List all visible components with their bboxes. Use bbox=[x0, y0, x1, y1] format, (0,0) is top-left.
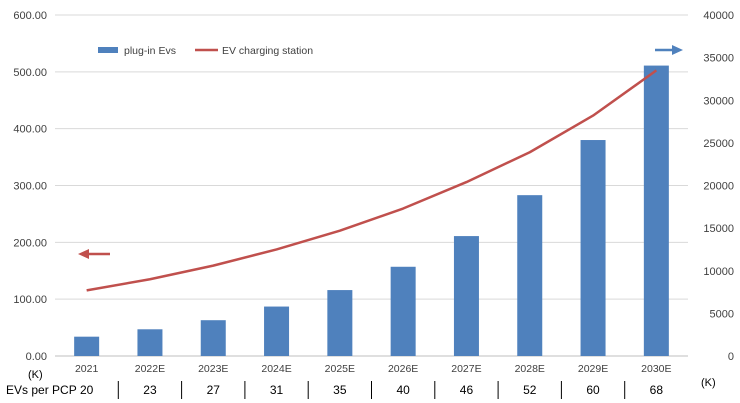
legend: plug-in Evs EV charging station bbox=[98, 45, 313, 57]
x-tick-label: 2023E bbox=[198, 363, 228, 375]
bar bbox=[137, 329, 163, 356]
right-axis-unit: (K) bbox=[701, 377, 716, 389]
left-axis: 0.00 100.00 200.00 300.00 400.00 500.00 600.00 bbox=[13, 10, 47, 363]
left-tick-label: 300.00 bbox=[13, 181, 47, 193]
left-axis-unit: (K) bbox=[28, 369, 43, 381]
right-tick-label: 5000 bbox=[710, 308, 734, 320]
right-tick-label: 25000 bbox=[703, 138, 734, 150]
pcp-value: 20 bbox=[80, 383, 94, 397]
x-tick-label: 2025E bbox=[325, 363, 355, 375]
right-tick-label: 10000 bbox=[703, 266, 734, 278]
right-tick-label: 40000 bbox=[703, 10, 734, 22]
left-tick-label: 200.00 bbox=[13, 237, 47, 249]
pcp-row: 20 23 27 31 35 40 46 52 60 68 bbox=[80, 381, 663, 399]
right-axis-arrow bbox=[655, 45, 683, 55]
pcp-value: 46 bbox=[460, 383, 474, 397]
legend-label-bar: plug-in Evs bbox=[124, 45, 176, 57]
x-tick-label: 2021 bbox=[75, 363, 99, 375]
pcp-value: 52 bbox=[523, 383, 537, 397]
legend-label-line: EV charging station bbox=[222, 45, 313, 57]
x-tick-label: 2030E bbox=[641, 363, 671, 375]
x-tick-label: 2028E bbox=[515, 363, 545, 375]
left-tick-label: 400.00 bbox=[13, 124, 47, 136]
pcp-value: 23 bbox=[143, 383, 157, 397]
left-axis-arrow bbox=[78, 249, 110, 259]
pcp-value: 27 bbox=[207, 383, 221, 397]
left-tick-label: 0.00 bbox=[26, 351, 47, 363]
series-line bbox=[86, 69, 658, 292]
bar bbox=[643, 65, 669, 356]
bar bbox=[200, 320, 226, 356]
pcp-value: 31 bbox=[270, 383, 284, 397]
x-tick-label: 2022E bbox=[135, 363, 165, 375]
legend-swatch-bar bbox=[98, 47, 118, 53]
right-axis: 0 5000 10000 15000 20000 25000 30000 35000 40000 bbox=[703, 10, 734, 363]
line-series bbox=[86, 69, 658, 292]
bar bbox=[580, 140, 606, 356]
left-tick-label: 500.00 bbox=[13, 67, 47, 79]
pcp-value: 68 bbox=[650, 383, 664, 397]
bar bbox=[390, 266, 416, 356]
left-tick-label: 600.00 bbox=[13, 10, 47, 22]
pcp-value: 40 bbox=[396, 383, 410, 397]
right-tick-label: 20000 bbox=[703, 181, 734, 193]
bar bbox=[264, 306, 290, 356]
bar bbox=[327, 290, 353, 356]
gridlines bbox=[55, 14, 688, 357]
x-tick-label: 2026E bbox=[388, 363, 418, 375]
x-axis: 2021 2022E 2023E 2024E 2025E 2026E 2027E 2028E 2… bbox=[75, 363, 672, 375]
right-tick-label: 35000 bbox=[703, 53, 734, 65]
left-tick-label: 100.00 bbox=[13, 294, 47, 306]
right-tick-label: 0 bbox=[728, 351, 734, 363]
bar bbox=[74, 336, 100, 356]
x-tick-label: 2024E bbox=[261, 363, 291, 375]
right-tick-label: 30000 bbox=[703, 95, 734, 107]
right-tick-label: 15000 bbox=[703, 223, 734, 235]
pcp-value: 35 bbox=[333, 383, 347, 397]
x-tick-label: 2027E bbox=[451, 363, 481, 375]
pcp-value: 60 bbox=[586, 383, 600, 397]
x-tick-label: 2029E bbox=[578, 363, 608, 375]
pcp-row-label: EVs per PCP bbox=[6, 383, 77, 397]
bar-series bbox=[74, 65, 669, 356]
bar bbox=[453, 236, 479, 356]
bar bbox=[517, 195, 543, 356]
